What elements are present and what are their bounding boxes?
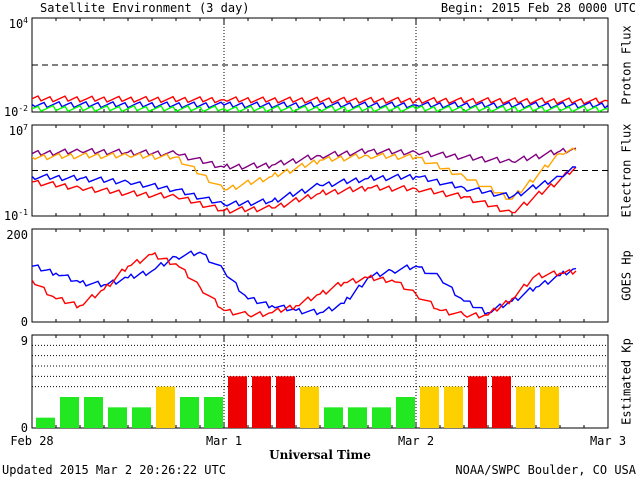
kp-bar	[156, 386, 175, 428]
panel-proton-flux: Proton Flux 104 10-2	[4, 16, 634, 119]
series-line-blue	[32, 100, 608, 110]
ytick-label-top: 9	[21, 334, 28, 348]
ytick-label-bottom: 10-1	[4, 208, 28, 223]
ytick-label-top: 104	[9, 16, 28, 31]
xtick-label: Mar 3	[590, 434, 626, 448]
kp-bar	[180, 397, 199, 428]
source-credit: NOAA/SWPC Boulder, CO USA	[455, 463, 636, 477]
ytick-label-bottom: 0	[21, 315, 28, 329]
ylabel: GOES Hp	[620, 250, 634, 301]
series-line-orange	[32, 147, 577, 200]
kp-bar	[276, 376, 295, 428]
kp-bar	[84, 397, 103, 428]
series-line-green	[32, 104, 608, 112]
kp-bar	[372, 407, 391, 428]
series-line-red	[32, 251, 577, 319]
xaxis-title: Universal Time	[269, 448, 371, 462]
plot-frame	[31, 17, 609, 113]
panel-electron-flux: Electron Flux 107 10-1	[4, 123, 634, 223]
kp-bar	[300, 386, 319, 428]
kp-bar	[420, 386, 439, 428]
kp-bar	[228, 376, 247, 428]
ylabel: Electron Flux	[620, 124, 634, 218]
xtick-label: Feb 28	[10, 434, 53, 448]
ylabel: Estimated Kp	[620, 338, 634, 425]
kp-bar	[444, 386, 463, 428]
series-line-red	[32, 166, 577, 215]
series-line-purple	[32, 147, 577, 171]
kp-bar	[252, 376, 271, 428]
series-line-blue	[32, 250, 577, 316]
kp-bar	[540, 386, 559, 428]
kp-bar	[396, 397, 415, 428]
updated-timestamp: Updated 2015 Mar 2 20:26:22 UTC	[2, 463, 226, 477]
kp-bar	[132, 407, 151, 428]
series-line-red	[32, 95, 608, 105]
kp-bar	[468, 376, 487, 428]
ytick-label-top: 107	[9, 123, 28, 138]
kp-bar	[324, 407, 343, 428]
kp-bar	[516, 386, 535, 428]
kp-bar	[204, 397, 223, 428]
plot-frame	[31, 124, 609, 217]
kp-bar	[60, 397, 79, 428]
xtick-label: Mar 1	[206, 434, 242, 448]
kp-bar	[36, 417, 55, 428]
series-line-blue	[32, 166, 577, 207]
chart-title: Satellite Environment (3 day)	[40, 1, 250, 15]
kp-bar	[348, 407, 367, 428]
ylabel: Proton Flux	[620, 25, 634, 104]
ytick-label-top: 200	[6, 228, 28, 242]
panel-goes-hp: GOES Hp 200 0	[6, 228, 633, 329]
kp-bar	[492, 376, 511, 428]
xtick-label: Mar 2	[398, 434, 434, 448]
ytick-label-bottom: 10-2	[4, 104, 28, 119]
begin-time: Begin: 2015 Feb 28 0000 UTC	[440, 1, 636, 15]
ytick-label-bottom: 0	[21, 421, 28, 435]
kp-bar	[108, 407, 127, 428]
